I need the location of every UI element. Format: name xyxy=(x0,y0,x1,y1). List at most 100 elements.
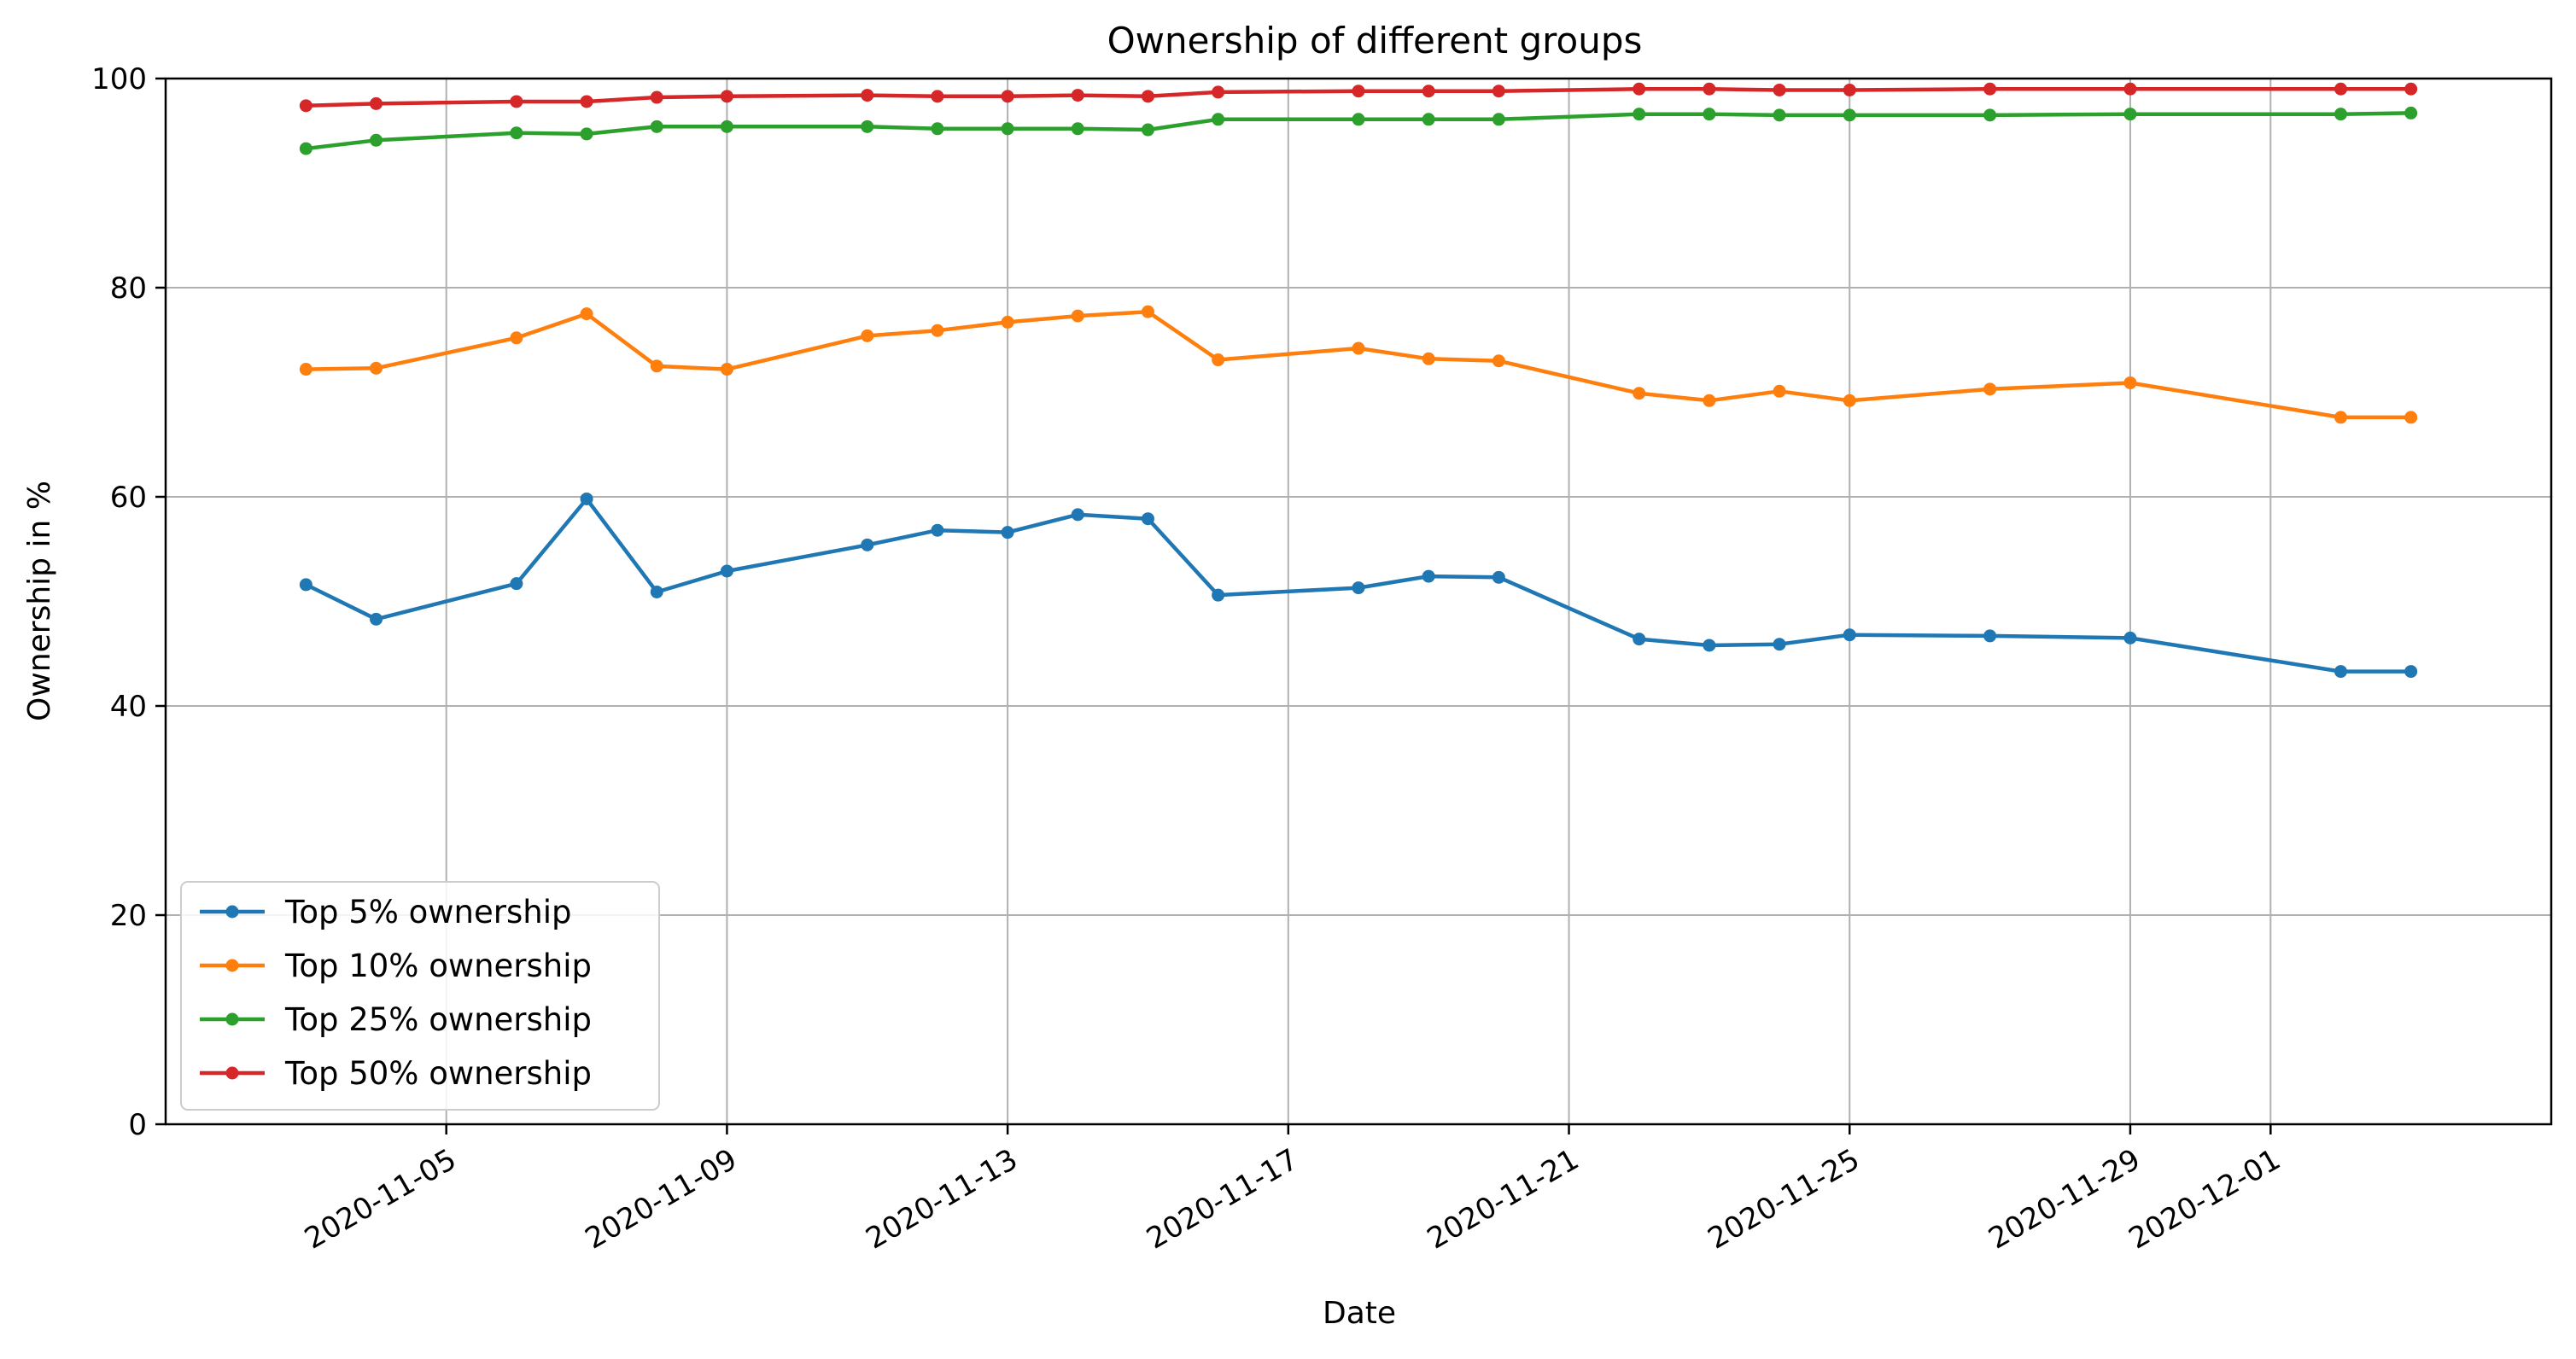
data-point xyxy=(1352,341,1365,355)
x-tick-label: 2020-11-05 xyxy=(299,1142,462,1256)
data-point xyxy=(861,329,874,342)
data-point xyxy=(580,127,593,141)
y-tick-label: 60 xyxy=(110,481,147,515)
data-point xyxy=(2404,665,2418,679)
data-point xyxy=(1633,387,1646,400)
data-point xyxy=(1773,108,1786,122)
data-point xyxy=(1773,384,1786,398)
y-tick-label: 0 xyxy=(128,1108,147,1142)
data-point xyxy=(1492,354,1505,368)
data-point xyxy=(931,90,944,103)
data-point xyxy=(1703,394,1716,407)
data-point xyxy=(720,564,733,578)
legend-swatch-marker xyxy=(225,1066,239,1080)
data-point xyxy=(2404,82,2418,96)
x-tick-label: 2020-11-21 xyxy=(1422,1142,1585,1256)
data-point xyxy=(2334,411,2347,424)
data-point xyxy=(1001,526,1014,540)
y-tick-label: 100 xyxy=(91,62,147,96)
data-point xyxy=(1703,82,1716,96)
legend-item: Top 5% ownership xyxy=(200,894,571,930)
legend-label: Top 25% ownership xyxy=(284,1001,592,1038)
data-point xyxy=(1983,108,1997,122)
data-point xyxy=(1983,82,1997,96)
data-point xyxy=(2123,631,2137,645)
data-point xyxy=(1352,113,1365,126)
series-layer xyxy=(299,82,2418,679)
data-point xyxy=(1352,85,1365,98)
data-point xyxy=(510,95,523,108)
data-point xyxy=(861,89,874,102)
data-point xyxy=(1773,638,1786,651)
data-point xyxy=(1071,89,1084,102)
data-point xyxy=(1983,629,1997,643)
data-point xyxy=(1422,113,1435,126)
series-line xyxy=(304,309,2413,420)
data-point xyxy=(720,120,733,133)
plot-frame xyxy=(164,77,2553,1126)
data-point xyxy=(1633,633,1646,646)
chart-title: Ownership of different groups xyxy=(1107,20,1643,61)
legend-box xyxy=(180,881,660,1111)
x-tick-label: 2020-11-29 xyxy=(1983,1142,2146,1256)
x-axis-label: Date xyxy=(1323,1296,1396,1331)
data-point xyxy=(1843,628,1856,642)
data-point xyxy=(2334,665,2347,679)
y-tick-label: 80 xyxy=(110,271,147,306)
data-point xyxy=(299,363,313,376)
data-point xyxy=(1422,352,1435,365)
data-point xyxy=(650,120,663,133)
data-point xyxy=(510,126,523,140)
data-point xyxy=(1141,90,1154,103)
data-point xyxy=(299,578,313,592)
legend-item: Top 10% ownership xyxy=(200,948,592,984)
data-point xyxy=(370,361,383,375)
data-point xyxy=(510,331,523,345)
y-axis-label: Ownership in % xyxy=(22,481,57,721)
legend-item: Top 25% ownership xyxy=(200,1001,592,1038)
x-tick-label: 2020-12-01 xyxy=(2123,1142,2287,1256)
data-point xyxy=(1492,85,1505,98)
x-tick-label: 2020-11-09 xyxy=(580,1142,743,1256)
y-tick-label: 40 xyxy=(110,690,147,724)
data-point xyxy=(299,99,313,113)
data-point xyxy=(580,95,593,108)
series-1 xyxy=(299,492,2418,679)
data-point xyxy=(931,324,944,337)
data-point xyxy=(1212,85,1225,99)
data-point xyxy=(931,122,944,136)
data-point xyxy=(861,120,874,133)
data-point xyxy=(931,523,944,537)
legend-item: Top 50% ownership xyxy=(200,1055,592,1092)
data-point xyxy=(1843,394,1856,407)
legend-swatch-marker xyxy=(225,1012,239,1026)
legend-label: Top 50% ownership xyxy=(284,1055,592,1092)
data-point xyxy=(720,90,733,103)
data-point xyxy=(1422,85,1435,98)
data-point xyxy=(1352,581,1365,595)
data-point xyxy=(370,612,383,626)
data-point xyxy=(1141,123,1154,137)
data-point xyxy=(580,492,593,505)
series-4 xyxy=(299,82,2418,113)
legend: Top 5% ownership Top 10% ownership Top 25%… xyxy=(180,881,660,1111)
data-point xyxy=(650,90,663,104)
data-point xyxy=(2123,82,2137,96)
data-point xyxy=(1141,512,1154,526)
data-point xyxy=(720,363,733,376)
data-point xyxy=(1212,588,1225,602)
data-point xyxy=(299,142,313,155)
data-point xyxy=(2334,108,2347,121)
y-tick-label: 20 xyxy=(110,899,147,933)
series-2 xyxy=(299,305,2418,424)
data-point xyxy=(370,96,383,110)
data-point xyxy=(1633,82,1646,96)
data-point xyxy=(650,359,663,373)
data-point xyxy=(1001,122,1014,136)
data-point xyxy=(861,538,874,551)
x-tick-label: 2020-11-17 xyxy=(1141,1142,1304,1256)
data-point xyxy=(370,133,383,147)
data-point xyxy=(2334,82,2347,96)
data-point xyxy=(2123,108,2137,121)
